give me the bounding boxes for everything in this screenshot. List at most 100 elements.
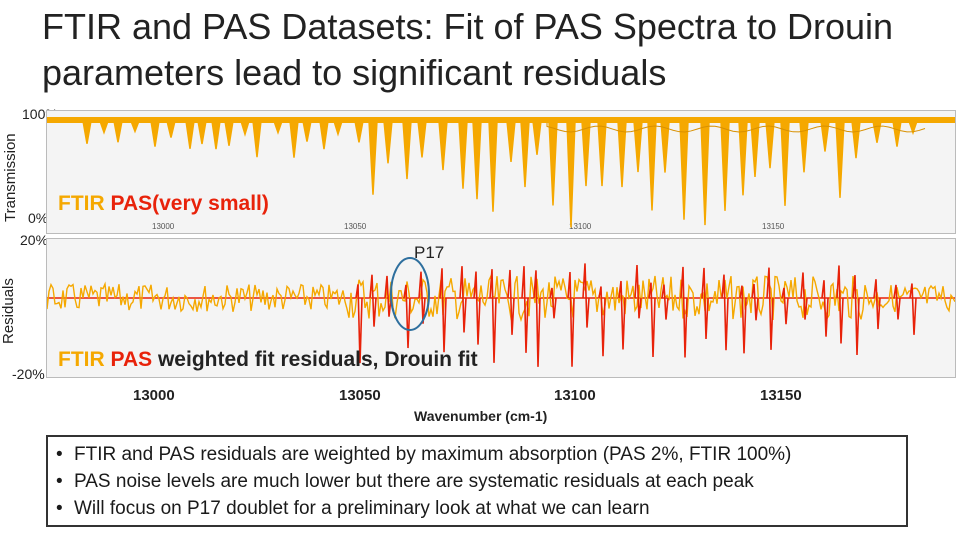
pas-residual-spike xyxy=(800,272,808,320)
pas-residual-spike xyxy=(418,271,426,324)
transmission-peak xyxy=(851,120,861,159)
pas-residual-spike xyxy=(403,284,411,349)
transmission-peak xyxy=(750,120,760,177)
transmission-peak xyxy=(239,120,251,137)
transmission-peak xyxy=(738,120,748,196)
transmission-peak xyxy=(113,120,123,143)
transmission-peak xyxy=(82,120,92,144)
transmission-peak xyxy=(581,120,591,187)
pas-residual-spike xyxy=(507,269,515,335)
transmission-peak xyxy=(129,120,141,134)
transmission-peak xyxy=(224,120,234,146)
transmission-peak xyxy=(617,120,627,188)
legend-pas-top: PAS(very small) xyxy=(110,192,269,215)
transmission-peak xyxy=(679,120,689,220)
pas-residual-spike xyxy=(739,285,747,354)
p17-annotation: P17 xyxy=(414,243,445,262)
pas-residual-spike xyxy=(766,267,774,350)
transmission-peak xyxy=(765,120,775,169)
transmission-peak xyxy=(368,120,378,195)
bullet-text: Will focus on P17 doublet for a prelimin… xyxy=(74,498,650,519)
transmission-peak xyxy=(892,120,902,147)
transmission-peak xyxy=(720,120,730,211)
legend-rest-bottom: weighted fit residuals, Drouin fit xyxy=(157,348,478,371)
bottom-panel-legend: FTIR PAS weighted fit residuals, Drouin … xyxy=(58,348,478,372)
transmission-peak xyxy=(166,120,176,138)
bullet-text: FTIR and PAS residuals are weighted by m… xyxy=(74,444,792,465)
legend-pas-bottom: PAS xyxy=(110,348,153,371)
bottom-ytick-neg20: -20% xyxy=(12,366,45,382)
transmission-peak xyxy=(472,120,482,200)
pas-residual-spike xyxy=(459,266,467,333)
xtick-13100: 13100 xyxy=(554,387,596,404)
top-ytick-0: 0% xyxy=(28,210,49,226)
pas-residual-spike xyxy=(751,283,759,321)
transmission-peak xyxy=(660,120,670,173)
inner-tick-label: 13100 xyxy=(569,222,592,231)
legend-ftir-top: FTIR xyxy=(58,192,105,215)
inner-tick-label: 13150 xyxy=(762,222,785,231)
bullet-dot: • xyxy=(56,471,63,492)
p17-ellipse xyxy=(390,257,430,331)
transmission-peak xyxy=(354,120,364,143)
transmission-peak xyxy=(402,120,412,180)
transmission-peak xyxy=(150,120,160,147)
pas-residual-spike xyxy=(661,284,669,320)
pas-residual-spike xyxy=(521,266,529,353)
transmission-panel: 13000 13050 13100 13150 xyxy=(46,110,956,234)
bullet-text: PAS noise levels are much lower but ther… xyxy=(74,471,754,492)
pas-residual-spike xyxy=(473,271,481,345)
pas-residual-spike xyxy=(909,283,917,335)
transmission-peak xyxy=(820,120,830,152)
transmission-peak xyxy=(417,120,427,158)
pas-residual-spike xyxy=(355,284,363,364)
transmission-baseline xyxy=(47,117,955,123)
xtick-13000: 13000 xyxy=(133,387,175,404)
transmission-peak xyxy=(252,120,262,158)
ftir-residuals xyxy=(47,273,955,323)
pas-residual-spike xyxy=(533,270,541,367)
pas-residual-spike xyxy=(369,274,377,327)
pas-residual-spike xyxy=(836,265,844,344)
residuals-plot xyxy=(47,263,955,367)
bullet-dot: • xyxy=(56,498,63,519)
legend-ftir-bottom: FTIR xyxy=(58,348,105,371)
transmission-peak xyxy=(647,120,657,211)
transmission-plot: 13000 13050 13100 13150 xyxy=(47,117,955,231)
transmission-lines xyxy=(47,117,955,228)
pas-residual-spike xyxy=(680,266,688,358)
bullet-item: • Will focus on P17 doublet for a prelimi… xyxy=(56,495,898,522)
transmission-peak xyxy=(548,120,558,206)
pas-residual-spike xyxy=(873,279,881,330)
pas-residual-spike xyxy=(384,275,392,317)
bullet-item: • FTIR and PAS residuals are weighted by … xyxy=(56,441,898,468)
pas-residual-spike xyxy=(721,274,729,351)
pas-residual-spike xyxy=(618,280,626,350)
bottom-ylabel: Residuals xyxy=(0,278,17,344)
transmission-peak xyxy=(458,120,468,189)
top-panel-legend: FTIR PAS(very small) xyxy=(58,192,269,216)
transmission-envelope xyxy=(546,123,926,133)
pas-residual-spike xyxy=(821,280,829,337)
pas-residual-spike xyxy=(439,268,447,353)
inner-tick-label: 13000 xyxy=(152,222,175,231)
slide-title: FTIR and PAS Datasets: Fit of PAS Spectr… xyxy=(42,4,942,96)
transmission-peak xyxy=(597,120,607,187)
transmission-peak xyxy=(438,120,448,171)
p17-circle xyxy=(390,257,430,331)
transmission-peak xyxy=(700,120,710,226)
pas-residual-spike xyxy=(598,286,606,357)
inner-tick-label: 13050 xyxy=(344,222,367,231)
inner-ticks: 13000 13050 13100 13150 xyxy=(152,222,785,231)
transmission-peak xyxy=(835,120,845,198)
pas-residual-spike xyxy=(549,287,557,319)
transmission-peak xyxy=(302,120,312,142)
transmission-peak xyxy=(488,120,498,212)
transmission-peak xyxy=(289,120,299,158)
bullet-dot: • xyxy=(56,444,63,465)
bottom-ytick-20: 20% xyxy=(20,232,49,248)
pas-residuals xyxy=(355,263,917,367)
transmission-peak xyxy=(633,120,643,173)
xtick-13050: 13050 xyxy=(339,387,381,404)
pas-residual-spike xyxy=(634,264,642,319)
